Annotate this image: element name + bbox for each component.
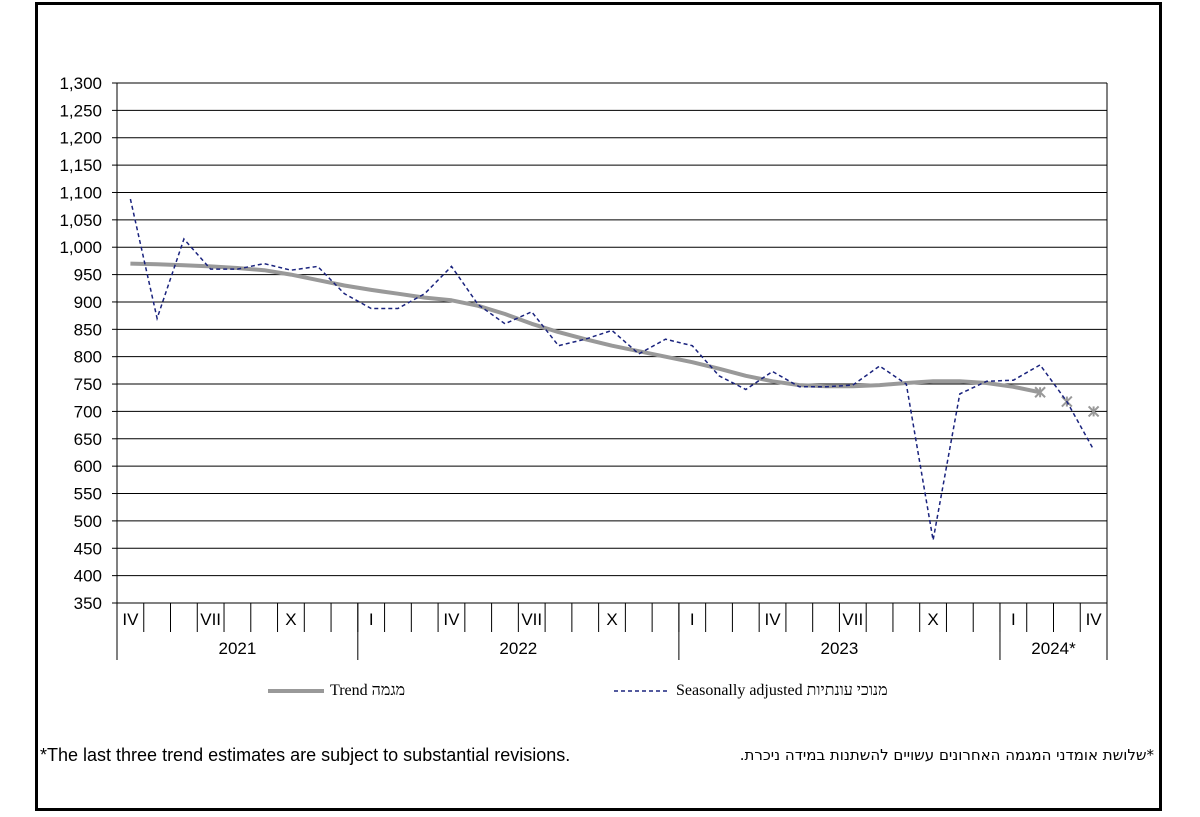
y-tick-label: 350 [74, 594, 102, 613]
footnote-english: *The last three trend estimates are subj… [40, 745, 571, 765]
x-month-label: VII [200, 610, 221, 629]
legend-sa-label: Seasonally adjusted מנוכי עונתיות [676, 682, 888, 699]
y-tick-label: 1,200 [59, 129, 102, 148]
y-tick-label: 850 [74, 320, 102, 339]
chart-frame [35, 2, 1162, 811]
x-year-label: 2023 [821, 639, 859, 658]
y-tick-label: 600 [74, 457, 102, 476]
y-tick-label: 1,150 [59, 156, 102, 175]
x-month-label: X [606, 610, 617, 629]
y-tick-label: 500 [74, 512, 102, 531]
grid-lines [112, 82, 1108, 604]
y-tick-label: 450 [74, 539, 102, 558]
x-month-label: X [927, 610, 938, 629]
x-month-label: I [369, 610, 374, 629]
y-tick-label: 700 [74, 402, 102, 421]
y-tick-label: 1,100 [59, 183, 102, 202]
legend-sa-swatch [614, 690, 670, 693]
x-month-label: VII [521, 610, 542, 629]
trend-provisional-marker [1034, 386, 1046, 398]
y-tick-label: 900 [74, 293, 102, 312]
legend-trend-label: Trend מגמה [330, 682, 406, 699]
x-month-label: IV [122, 610, 139, 629]
trend-line [130, 261, 1041, 395]
x-month-label: I [690, 610, 695, 629]
y-tick-label: 1,250 [59, 101, 102, 120]
x-month-label: IV [765, 610, 782, 629]
x-axis: IV VII X I IV VII X I IV VII X I IV 2021 2022 2023 2024* [116, 603, 1108, 660]
legend-seasonally-adjusted: Seasonally adjusted מנוכי עונתיות [614, 682, 888, 700]
y-axis-tick-labels: 350 400 450 500 550 600 650 700 750 800 850 900 950 1… [59, 74, 102, 613]
x-year-label: 2022 [499, 639, 537, 658]
footnote-hebrew: *שלושת אומדני המגמה האחרונים עשויים להשת… [739, 746, 1154, 764]
y-tick-label: 1,050 [59, 211, 102, 230]
y-tick-label: 650 [74, 430, 102, 449]
x-month-label: I [1011, 610, 1016, 629]
y-tick-label: 550 [74, 485, 102, 504]
x-year-label: 2021 [218, 639, 256, 658]
trend-provisional-marker [1087, 405, 1100, 418]
y-tick-label: 950 [74, 266, 102, 285]
x-month-label: IV [1086, 610, 1103, 629]
y-tick-label: 1,300 [59, 74, 102, 93]
series-lines [129, 198, 1100, 541]
x-month-label: IV [443, 610, 460, 629]
y-tick-label: 1,000 [59, 238, 102, 257]
seasonally-adjusted-line [129, 198, 1095, 541]
y-tick-label: 400 [74, 567, 102, 586]
x-year-label: 2024* [1031, 639, 1076, 658]
legend-trend: Trend מגמה [268, 682, 405, 700]
x-month-label: X [285, 610, 296, 629]
x-month-label: VII [842, 610, 863, 629]
y-tick-label: 750 [74, 375, 102, 394]
y-tick-label: 800 [74, 348, 102, 367]
legend-trend-swatch [268, 689, 324, 694]
